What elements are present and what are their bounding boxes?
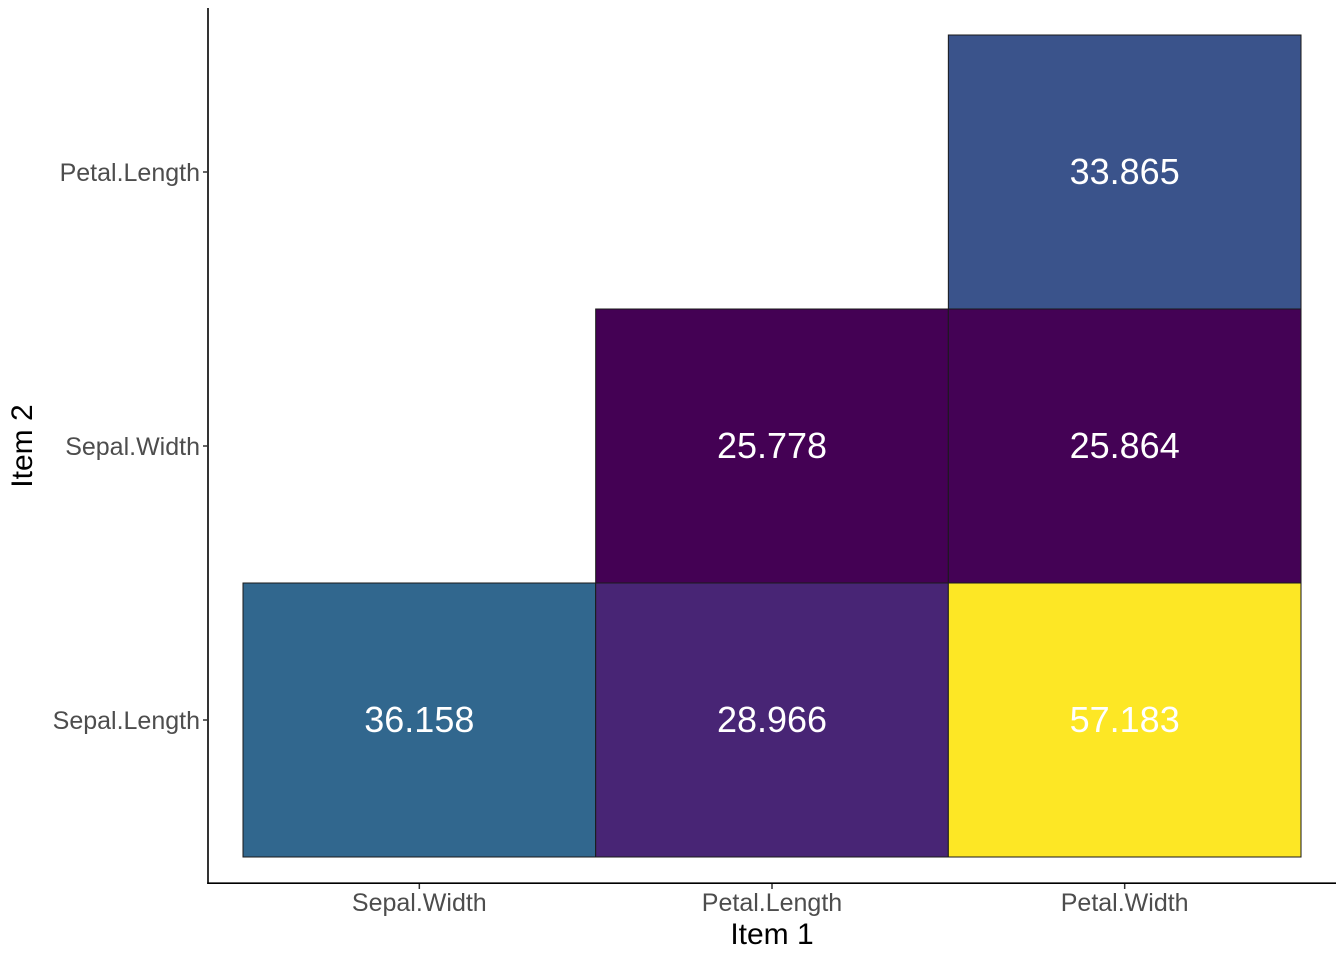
y-tick-label: Sepal.Width	[65, 433, 200, 461]
y-tick-label: Sepal.Length	[53, 707, 200, 735]
y-tick-label: Petal.Length	[60, 159, 200, 187]
x-tick-label: Sepal.Width	[352, 889, 487, 917]
cell-value-label: 57.183	[1070, 699, 1180, 740]
heatmap-cells: 36.158 28.966 57.183 25.778 25.864 33.865	[242, 34, 1302, 858]
x-tick-label: Petal.Width	[1061, 889, 1189, 917]
cell-value-label: 25.778	[717, 425, 827, 466]
cell-value-label: 28.966	[717, 699, 827, 740]
y-axis-title: Item 2	[6, 404, 39, 487]
heatmap-cell	[595, 308, 949, 584]
cell-value-label: 33.865	[1070, 151, 1180, 192]
x-axis-title: Item 1	[730, 918, 813, 951]
heatmap-cell	[242, 582, 597, 858]
heatmap-cell	[947, 308, 1302, 584]
x-tick-label: Petal.Length	[702, 889, 842, 917]
heatmap-cell	[595, 582, 949, 858]
cell-value-label: 25.864	[1070, 425, 1180, 466]
cell-value-label: 36.158	[364, 699, 474, 740]
heatmap-cell	[947, 34, 1302, 310]
x-axis-ticks: Sepal.Width Petal.Length Petal.Width	[352, 884, 1189, 917]
y-axis-ticks: Sepal.Length Sepal.Width Petal.Length	[53, 159, 208, 735]
